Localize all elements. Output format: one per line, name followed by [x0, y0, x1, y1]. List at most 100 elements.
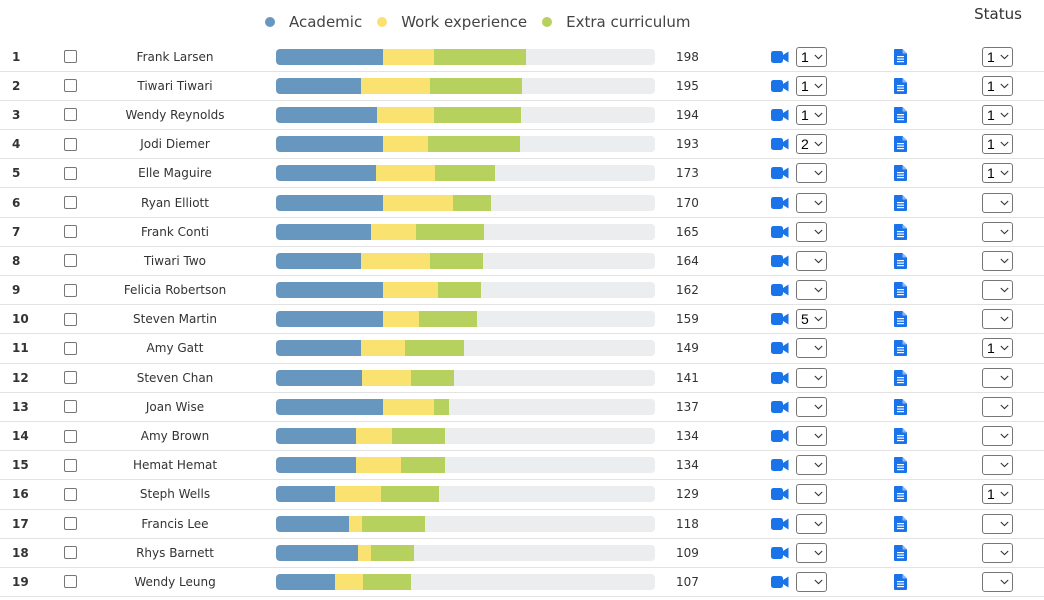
- document-button[interactable]: [894, 539, 910, 567]
- interview-rank-select[interactable]: 1: [796, 75, 827, 96]
- document-button[interactable]: [894, 72, 910, 100]
- status-select[interactable]: [982, 309, 1013, 330]
- document-button[interactable]: [894, 422, 910, 450]
- status-select[interactable]: [982, 367, 1013, 388]
- video-interview-button[interactable]: [771, 480, 791, 508]
- video-interview-button[interactable]: [771, 188, 791, 216]
- document-button[interactable]: [894, 101, 910, 129]
- row-checkbox[interactable]: [64, 400, 77, 414]
- interview-rank-select[interactable]: [796, 426, 827, 447]
- document-button[interactable]: [894, 305, 910, 333]
- interview-rank-select[interactable]: [796, 571, 827, 592]
- total-score: 137: [676, 399, 699, 414]
- document-button[interactable]: [894, 43, 910, 71]
- status-select[interactable]: [982, 192, 1013, 213]
- video-interview-button[interactable]: [771, 393, 791, 421]
- score-bar-cell: [276, 72, 655, 100]
- interview-rank-select[interactable]: [796, 484, 827, 505]
- interview-rank-select[interactable]: [796, 192, 827, 213]
- interview-rank-select[interactable]: 2: [796, 134, 827, 155]
- document-button[interactable]: [894, 159, 910, 187]
- document-button[interactable]: [894, 568, 910, 596]
- row-checkbox[interactable]: [64, 196, 77, 210]
- interview-rank-select[interactable]: [796, 455, 827, 476]
- video-interview-button[interactable]: [771, 43, 791, 71]
- status-select[interactable]: 1: [982, 75, 1013, 96]
- status-select[interactable]: 1: [982, 338, 1013, 359]
- video-interview-button[interactable]: [771, 305, 791, 333]
- status-select[interactable]: [982, 396, 1013, 417]
- video-interview-button[interactable]: [771, 218, 791, 246]
- row-checkbox[interactable]: [64, 371, 77, 385]
- video-interview-button[interactable]: [771, 568, 791, 596]
- document-button[interactable]: [894, 480, 910, 508]
- status-select[interactable]: 1: [982, 46, 1013, 67]
- document-button[interactable]: [894, 188, 910, 216]
- status-select[interactable]: 1: [982, 163, 1013, 184]
- interview-rank-select[interactable]: [796, 513, 827, 534]
- row-checkbox[interactable]: [64, 575, 77, 589]
- row-checkbox[interactable]: [64, 283, 77, 297]
- video-interview-button[interactable]: [771, 334, 791, 362]
- row-checkbox[interactable]: [64, 487, 77, 501]
- document-button[interactable]: [894, 334, 910, 362]
- status-select[interactable]: [982, 542, 1013, 563]
- status-select[interactable]: [982, 513, 1013, 534]
- video-interview-button[interactable]: [771, 72, 791, 100]
- row-checkbox[interactable]: [64, 517, 77, 531]
- status-select[interactable]: [982, 571, 1013, 592]
- document-button[interactable]: [894, 247, 910, 275]
- interview-rank-select[interactable]: 5: [796, 309, 827, 330]
- video-interview-button[interactable]: [771, 247, 791, 275]
- document-button[interactable]: [894, 393, 910, 421]
- row-checkbox[interactable]: [64, 108, 77, 122]
- interview-rank-select[interactable]: [796, 221, 827, 242]
- status-select[interactable]: 1: [982, 134, 1013, 155]
- row-checkbox[interactable]: [64, 254, 77, 268]
- video-interview-button[interactable]: [771, 130, 791, 158]
- row-checkbox[interactable]: [64, 429, 77, 443]
- row-checkbox[interactable]: [64, 166, 77, 180]
- row-checkbox[interactable]: [64, 546, 77, 560]
- document-button[interactable]: [894, 276, 910, 304]
- row-checkbox[interactable]: [64, 312, 77, 326]
- interview-rank-select[interactable]: [796, 367, 827, 388]
- video-interview-button[interactable]: [771, 539, 791, 567]
- video-interview-button[interactable]: [771, 159, 791, 187]
- interview-select-cell: [796, 188, 827, 216]
- row-checkbox[interactable]: [64, 458, 77, 472]
- score-bar-cell: [276, 539, 655, 567]
- row-checkbox[interactable]: [64, 137, 77, 151]
- status-select[interactable]: 1: [982, 104, 1013, 125]
- interview-rank-select[interactable]: [796, 163, 827, 184]
- status-select[interactable]: [982, 250, 1013, 271]
- video-interview-button[interactable]: [771, 451, 791, 479]
- interview-rank-select[interactable]: 1: [796, 46, 827, 67]
- document-button[interactable]: [894, 510, 910, 538]
- document-button[interactable]: [894, 218, 910, 246]
- interview-rank-select[interactable]: [796, 280, 827, 301]
- interview-rank-select[interactable]: 1: [796, 104, 827, 125]
- interview-rank-select[interactable]: [796, 250, 827, 271]
- video-interview-button[interactable]: [771, 422, 791, 450]
- video-interview-button[interactable]: [771, 276, 791, 304]
- document-button[interactable]: [894, 364, 910, 392]
- row-checkbox[interactable]: [64, 225, 77, 239]
- status-select[interactable]: 1: [982, 484, 1013, 505]
- row-checkbox[interactable]: [64, 341, 77, 355]
- interview-rank-select[interactable]: [796, 396, 827, 417]
- status-select[interactable]: [982, 455, 1013, 476]
- status-select[interactable]: [982, 280, 1013, 301]
- interview-rank-select[interactable]: [796, 338, 827, 359]
- status-select[interactable]: [982, 426, 1013, 447]
- video-interview-button[interactable]: [771, 101, 791, 129]
- video-interview-button[interactable]: [771, 510, 791, 538]
- interview-rank-select[interactable]: [796, 542, 827, 563]
- status-select[interactable]: [982, 221, 1013, 242]
- row-checkbox[interactable]: [64, 50, 77, 64]
- table-row: 9 Felicia Robertson 162: [0, 276, 1044, 306]
- document-button[interactable]: [894, 451, 910, 479]
- row-checkbox[interactable]: [64, 79, 77, 93]
- document-button[interactable]: [894, 130, 910, 158]
- video-interview-button[interactable]: [771, 364, 791, 392]
